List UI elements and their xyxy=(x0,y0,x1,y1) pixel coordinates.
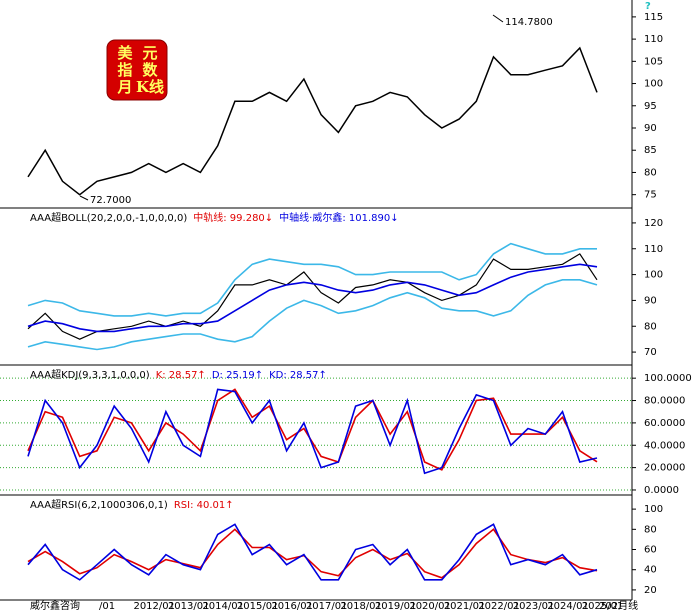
y-tick-label: 40 xyxy=(644,565,657,576)
x-tick-label: 202月线 xyxy=(599,599,638,612)
header-text: RSI: 40.01↑ xyxy=(174,500,234,511)
logo-char: 数 xyxy=(142,61,158,79)
logo-char: 元 xyxy=(142,44,157,62)
y-tick-label: 100.0000 xyxy=(644,373,692,384)
y-tick-label: 110 xyxy=(644,244,663,255)
y-tick-label: 80 xyxy=(644,167,657,178)
source-label: 威尔鑫咨询 xyxy=(30,599,80,612)
y-tick-label: 80.0000 xyxy=(644,396,685,407)
annotation: 114.7800 xyxy=(505,17,553,28)
y-tick-label: 115 xyxy=(644,12,663,23)
x-tick-label: 2017/01 xyxy=(306,601,348,612)
header-text: KD: 28.57↑ xyxy=(269,370,327,381)
logo-char: K线 xyxy=(136,78,164,96)
y-tick-label: 0.0000 xyxy=(644,485,679,496)
series-line xyxy=(27,253,598,340)
y-tick-label: 100 xyxy=(644,504,663,515)
header-text: AAA超BOLL(20,2,0,0,-1,0,0,0,0) xyxy=(30,211,187,224)
annotation: 72.7000 xyxy=(90,195,131,206)
header-text: 中轨线: 99.280↓ xyxy=(193,211,273,224)
y-tick-label: 40.0000 xyxy=(644,440,685,451)
series-line xyxy=(27,263,598,333)
logo-char: 月 xyxy=(116,78,132,96)
y-tick-label: 20.0000 xyxy=(644,463,685,474)
y-tick-label: 80 xyxy=(644,524,657,535)
y-tick-label: 120 xyxy=(644,218,663,229)
series-line xyxy=(27,523,598,581)
x-tick-label: 2018/01 xyxy=(340,601,382,612)
x-tick-label: 2024/01 xyxy=(547,601,589,612)
x-tick-label: 2014/01 xyxy=(202,601,244,612)
x-tick-label: 2025/01 xyxy=(582,601,624,612)
x-tick-label: 2021/01 xyxy=(444,601,486,612)
header-text: AAA超KDJ(9,3,3,1,0,0,0) xyxy=(30,368,150,381)
y-tick-label: 60.0000 xyxy=(644,418,685,429)
y-tick-label: 90 xyxy=(644,123,657,134)
series-line xyxy=(27,279,598,351)
series-line xyxy=(27,388,598,475)
panel-header: AAA超BOLL(20,2,0,0,-1,0,0,0,0) 中轨线: 99.280… xyxy=(30,211,399,224)
x-tick-label: 2022/01 xyxy=(478,601,520,612)
logo-box xyxy=(106,39,168,101)
header-text: 中轴线·威尔鑫: 101.890↓ xyxy=(279,211,398,224)
logo-char: 指 xyxy=(117,61,132,79)
y-tick-label: 85 xyxy=(644,145,657,156)
y-tick-label: 90 xyxy=(644,295,657,306)
y-tick-label: 60 xyxy=(644,545,657,556)
y-tick-label: 70 xyxy=(644,347,657,358)
y-tick-label: 80 xyxy=(644,321,657,332)
series-line xyxy=(27,388,598,471)
header-text: D: 25.19↑ xyxy=(212,370,263,381)
series-line xyxy=(27,46,598,196)
x-tick-label: 2023/01 xyxy=(513,601,555,612)
x-tick-label: 2020/01 xyxy=(409,601,451,612)
header-text: AAA超RSI(6,2,1000306,0,1) xyxy=(30,498,168,511)
annotation-leader xyxy=(492,14,504,23)
y-tick-label: 105 xyxy=(644,56,663,67)
y-tick-label: 75 xyxy=(644,190,657,201)
x-tick-label: 2016/01 xyxy=(271,601,313,612)
y-tick-label: 100 xyxy=(644,79,663,90)
logo: 美 元 指 数 月 K线 xyxy=(106,39,168,101)
x-tick-label: /01 xyxy=(99,601,115,612)
x-tick-label: 2015/01 xyxy=(237,601,279,612)
annotation-leader xyxy=(79,195,89,201)
x-tick-label: 2019/01 xyxy=(375,601,417,612)
logo-char: 美 xyxy=(117,44,133,62)
y-tick-label: 95 xyxy=(644,101,657,112)
header-text: K: 28.57↑ xyxy=(156,370,206,381)
x-tick-label: 2012/01 xyxy=(133,601,175,612)
x-tick-label: 2013/01 xyxy=(168,601,210,612)
y-tick-label: 110 xyxy=(644,34,663,45)
series-line xyxy=(27,242,597,317)
panel-header: AAA超RSI(6,2,1000306,0,1) RSI: 40.01↑ xyxy=(30,498,234,511)
y-tick-label: 20 xyxy=(644,585,657,596)
panel-header: AAA超KDJ(9,3,3,1,0,0,0) K: 28.57↑ D: 25.19↑… xyxy=(30,368,327,381)
help-icon[interactable]: ? xyxy=(645,1,651,12)
y-tick-label: 100 xyxy=(644,270,663,281)
